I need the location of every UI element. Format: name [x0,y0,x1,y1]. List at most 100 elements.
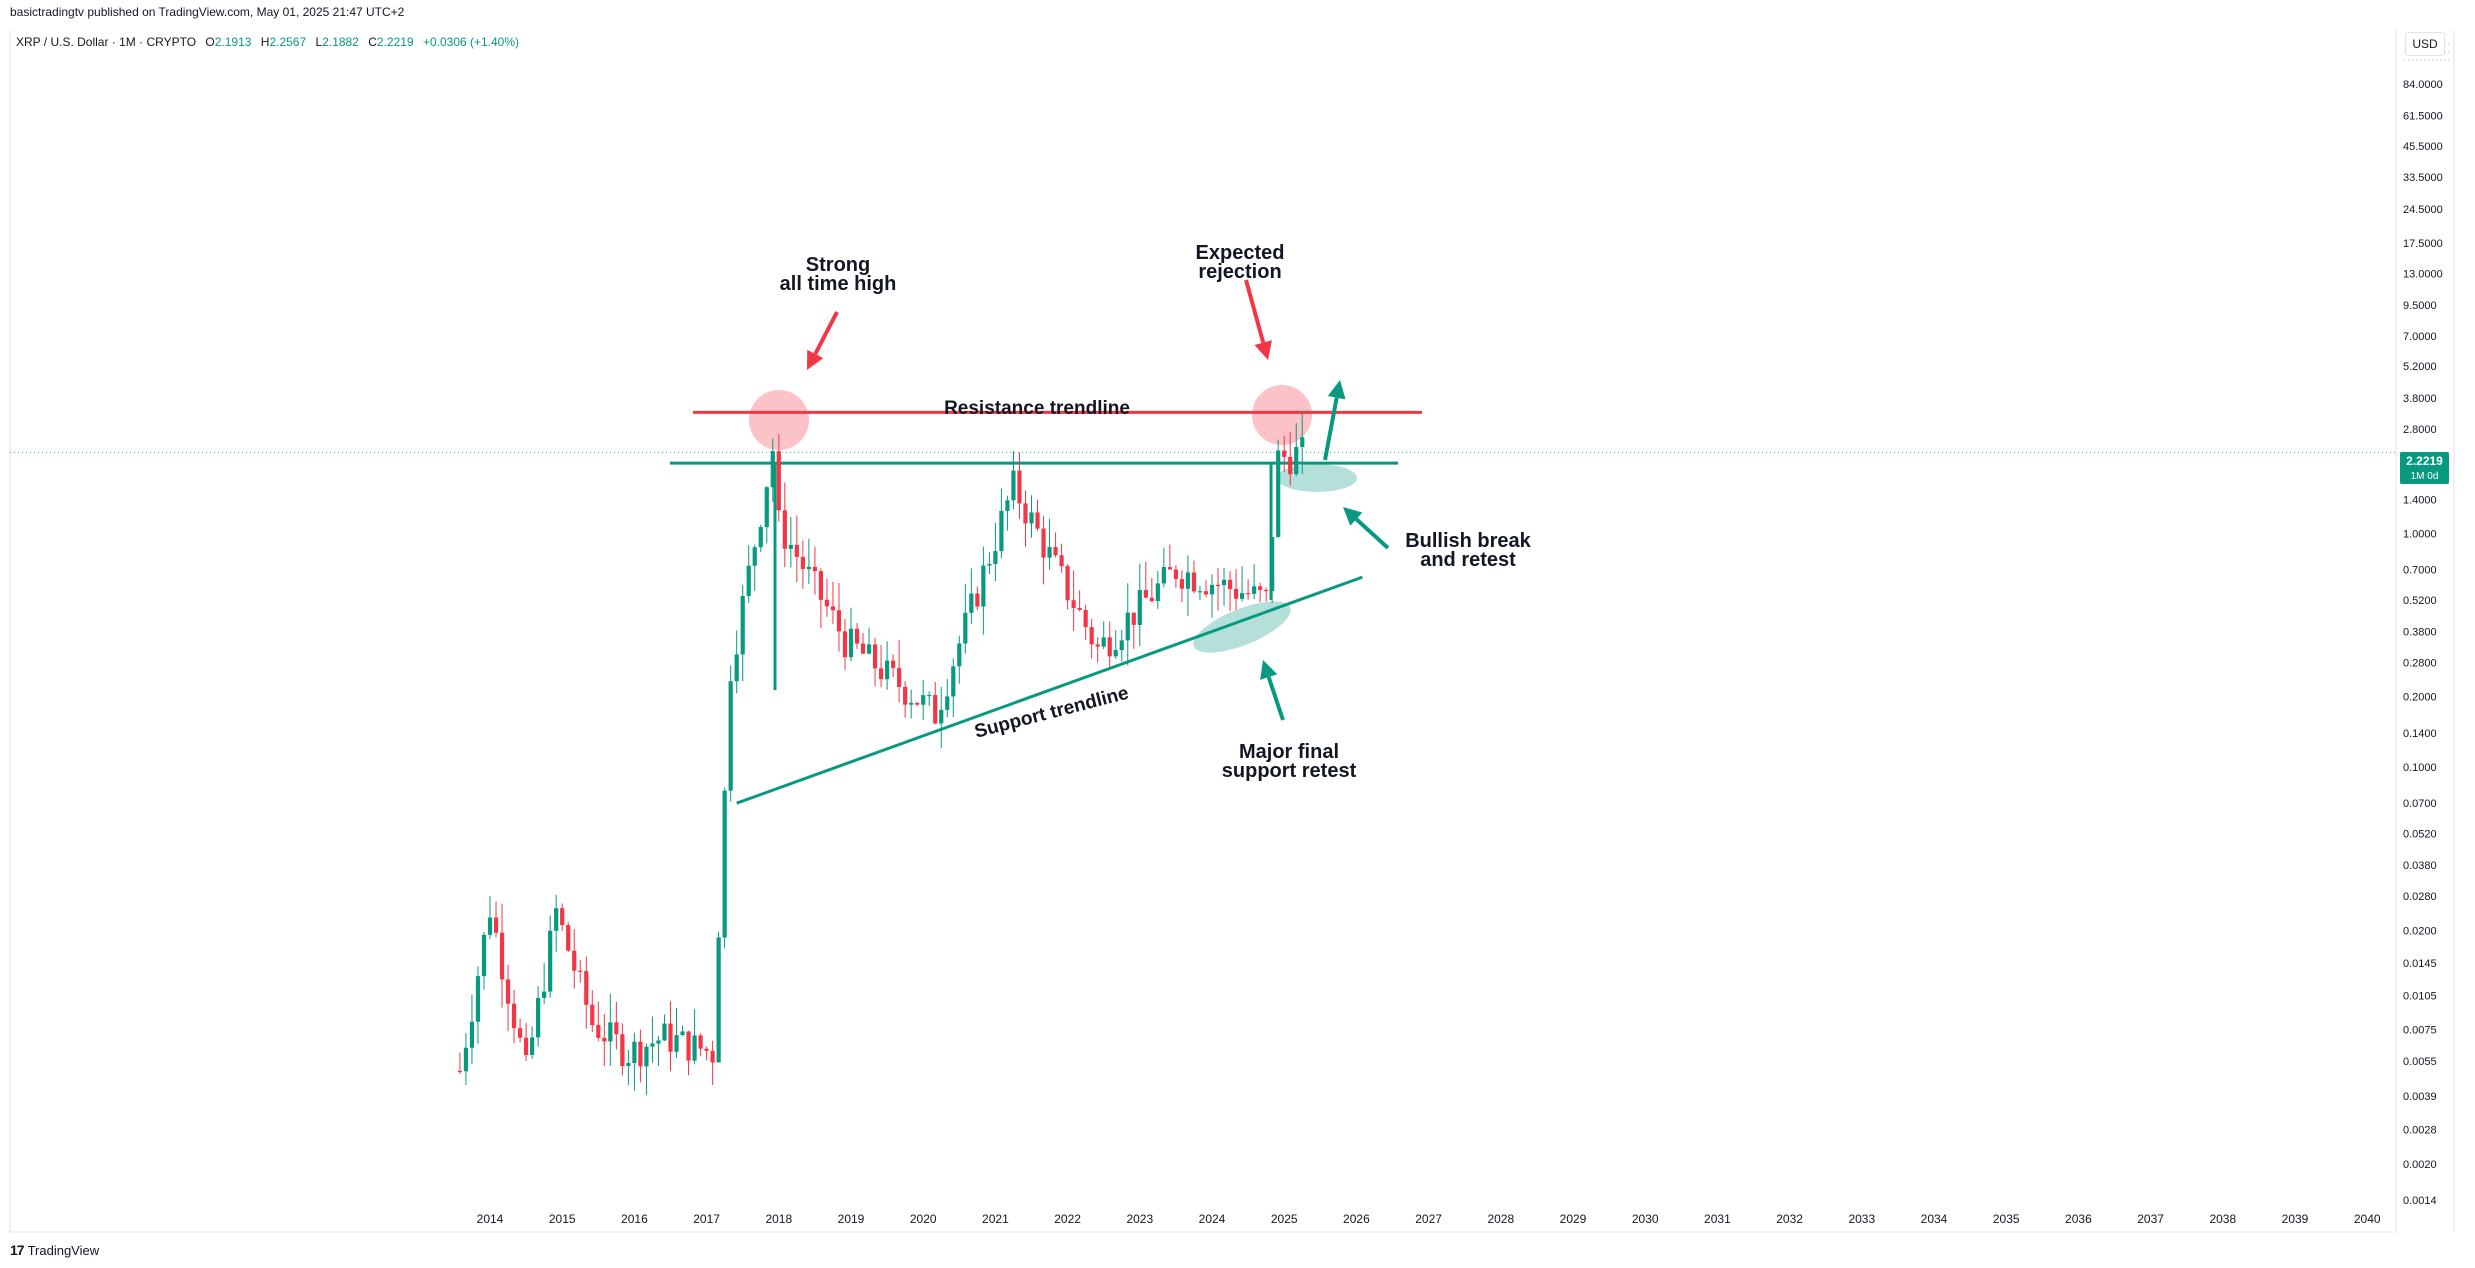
candle [505,964,511,1032]
arrow-shaft [1354,517,1390,550]
candle-body [1197,591,1203,593]
candle [788,516,793,568]
price-tick-label: 0.5200 [2403,595,2437,607]
candle [1077,590,1082,612]
candle-body [915,702,920,705]
candle [1083,604,1088,641]
time-tick-label: 2037 [2137,1212,2164,1226]
candle-body [710,1050,715,1063]
time-tick-label: 2029 [1560,1212,1587,1226]
candle-body [1059,555,1064,567]
candle [710,1040,715,1085]
candle [1047,518,1052,570]
time-tick-label: 2024 [1199,1212,1226,1226]
candle-body [854,628,860,644]
candle-body [927,694,932,697]
candle [554,894,559,953]
candle [897,640,902,703]
candle [698,1033,703,1057]
candle-body [463,1047,469,1072]
candle [584,956,589,1029]
candle [596,1001,601,1042]
candle-body [560,908,565,926]
candle [1161,547,1166,588]
arrow-rejection-icon [1244,279,1272,360]
price-tick-label: 0.1000 [2403,762,2437,774]
time-tick-label: 2025 [1271,1212,1298,1226]
candle-body [999,510,1004,552]
close-value: 2.2219 [376,35,414,49]
candle [752,544,757,591]
candle-body [650,1043,655,1047]
candle [686,1030,691,1076]
candle [620,1023,625,1076]
candle [1053,532,1058,558]
arrow-breakout-up-icon [1323,380,1346,461]
tradingview-brand[interactable]: 17 TradingView [10,1240,99,1260]
candle [1203,580,1209,598]
candle-body [885,660,890,680]
candle-body [728,681,733,791]
time-tick-label: 2014 [477,1212,504,1226]
price-tick-label: 5.2000 [2403,361,2437,373]
arrow-head [807,349,824,370]
last-price: 2.2219 [2406,454,2443,468]
candle-body [566,925,571,951]
candle-body [668,1023,673,1052]
candle [915,701,920,707]
candle-body [590,1004,595,1025]
price-tick-label: 61.5000 [2403,111,2443,123]
candle-body [975,593,980,607]
candle [632,1032,637,1091]
candle [764,486,769,544]
candle-body [860,643,866,654]
candle-body [487,917,493,935]
candle [1119,630,1124,662]
candle [842,619,848,670]
candle-body [578,970,583,972]
price-tick-label: 0.0014 [2403,1195,2437,1207]
candle-body [1083,610,1088,628]
candle-body [698,1035,703,1049]
price-tick-label: 0.0028 [2403,1125,2437,1137]
time-tick-label: 2018 [765,1212,792,1226]
time-tick-label: 2039 [2282,1212,2309,1226]
candle [662,1014,667,1042]
candle-body [1113,650,1118,657]
candle [1089,618,1094,659]
price-tick-label: 0.0700 [2403,798,2437,810]
candle [1233,569,1239,611]
candle [560,903,565,931]
candle [885,641,890,690]
candle-body [1005,500,1010,511]
currency-button[interactable]: USD [2405,32,2445,56]
candle [993,522,998,582]
candle [812,546,817,595]
candle [1143,561,1148,599]
candle-body [517,1028,523,1038]
candle [704,1046,709,1061]
candle [836,582,842,652]
time-tick-label: 2036 [2065,1212,2092,1226]
candle-body [716,937,721,1063]
candle [680,1025,685,1037]
symbol-name[interactable]: XRP / U.S. Dollar · 1M · CRYPTO [16,35,197,49]
candle [1113,630,1118,659]
candle-body [993,551,998,565]
published-info: basictradingtv published on TradingView.… [10,5,405,19]
candle [830,581,836,624]
candle-body [632,1041,637,1064]
price-tick-label: 13.0000 [2403,268,2443,280]
open-value: 2.1913 [214,35,252,49]
candle [728,665,733,802]
candle-body [1215,584,1221,587]
time-tick-label: 2019 [838,1212,865,1226]
candle-body [872,644,878,669]
candle-body [469,1021,475,1048]
candle [493,901,499,938]
candle [987,552,992,575]
candle [776,433,781,522]
candle-body [921,695,926,705]
change-value: +0.0306 (+1.40%) [422,35,520,49]
